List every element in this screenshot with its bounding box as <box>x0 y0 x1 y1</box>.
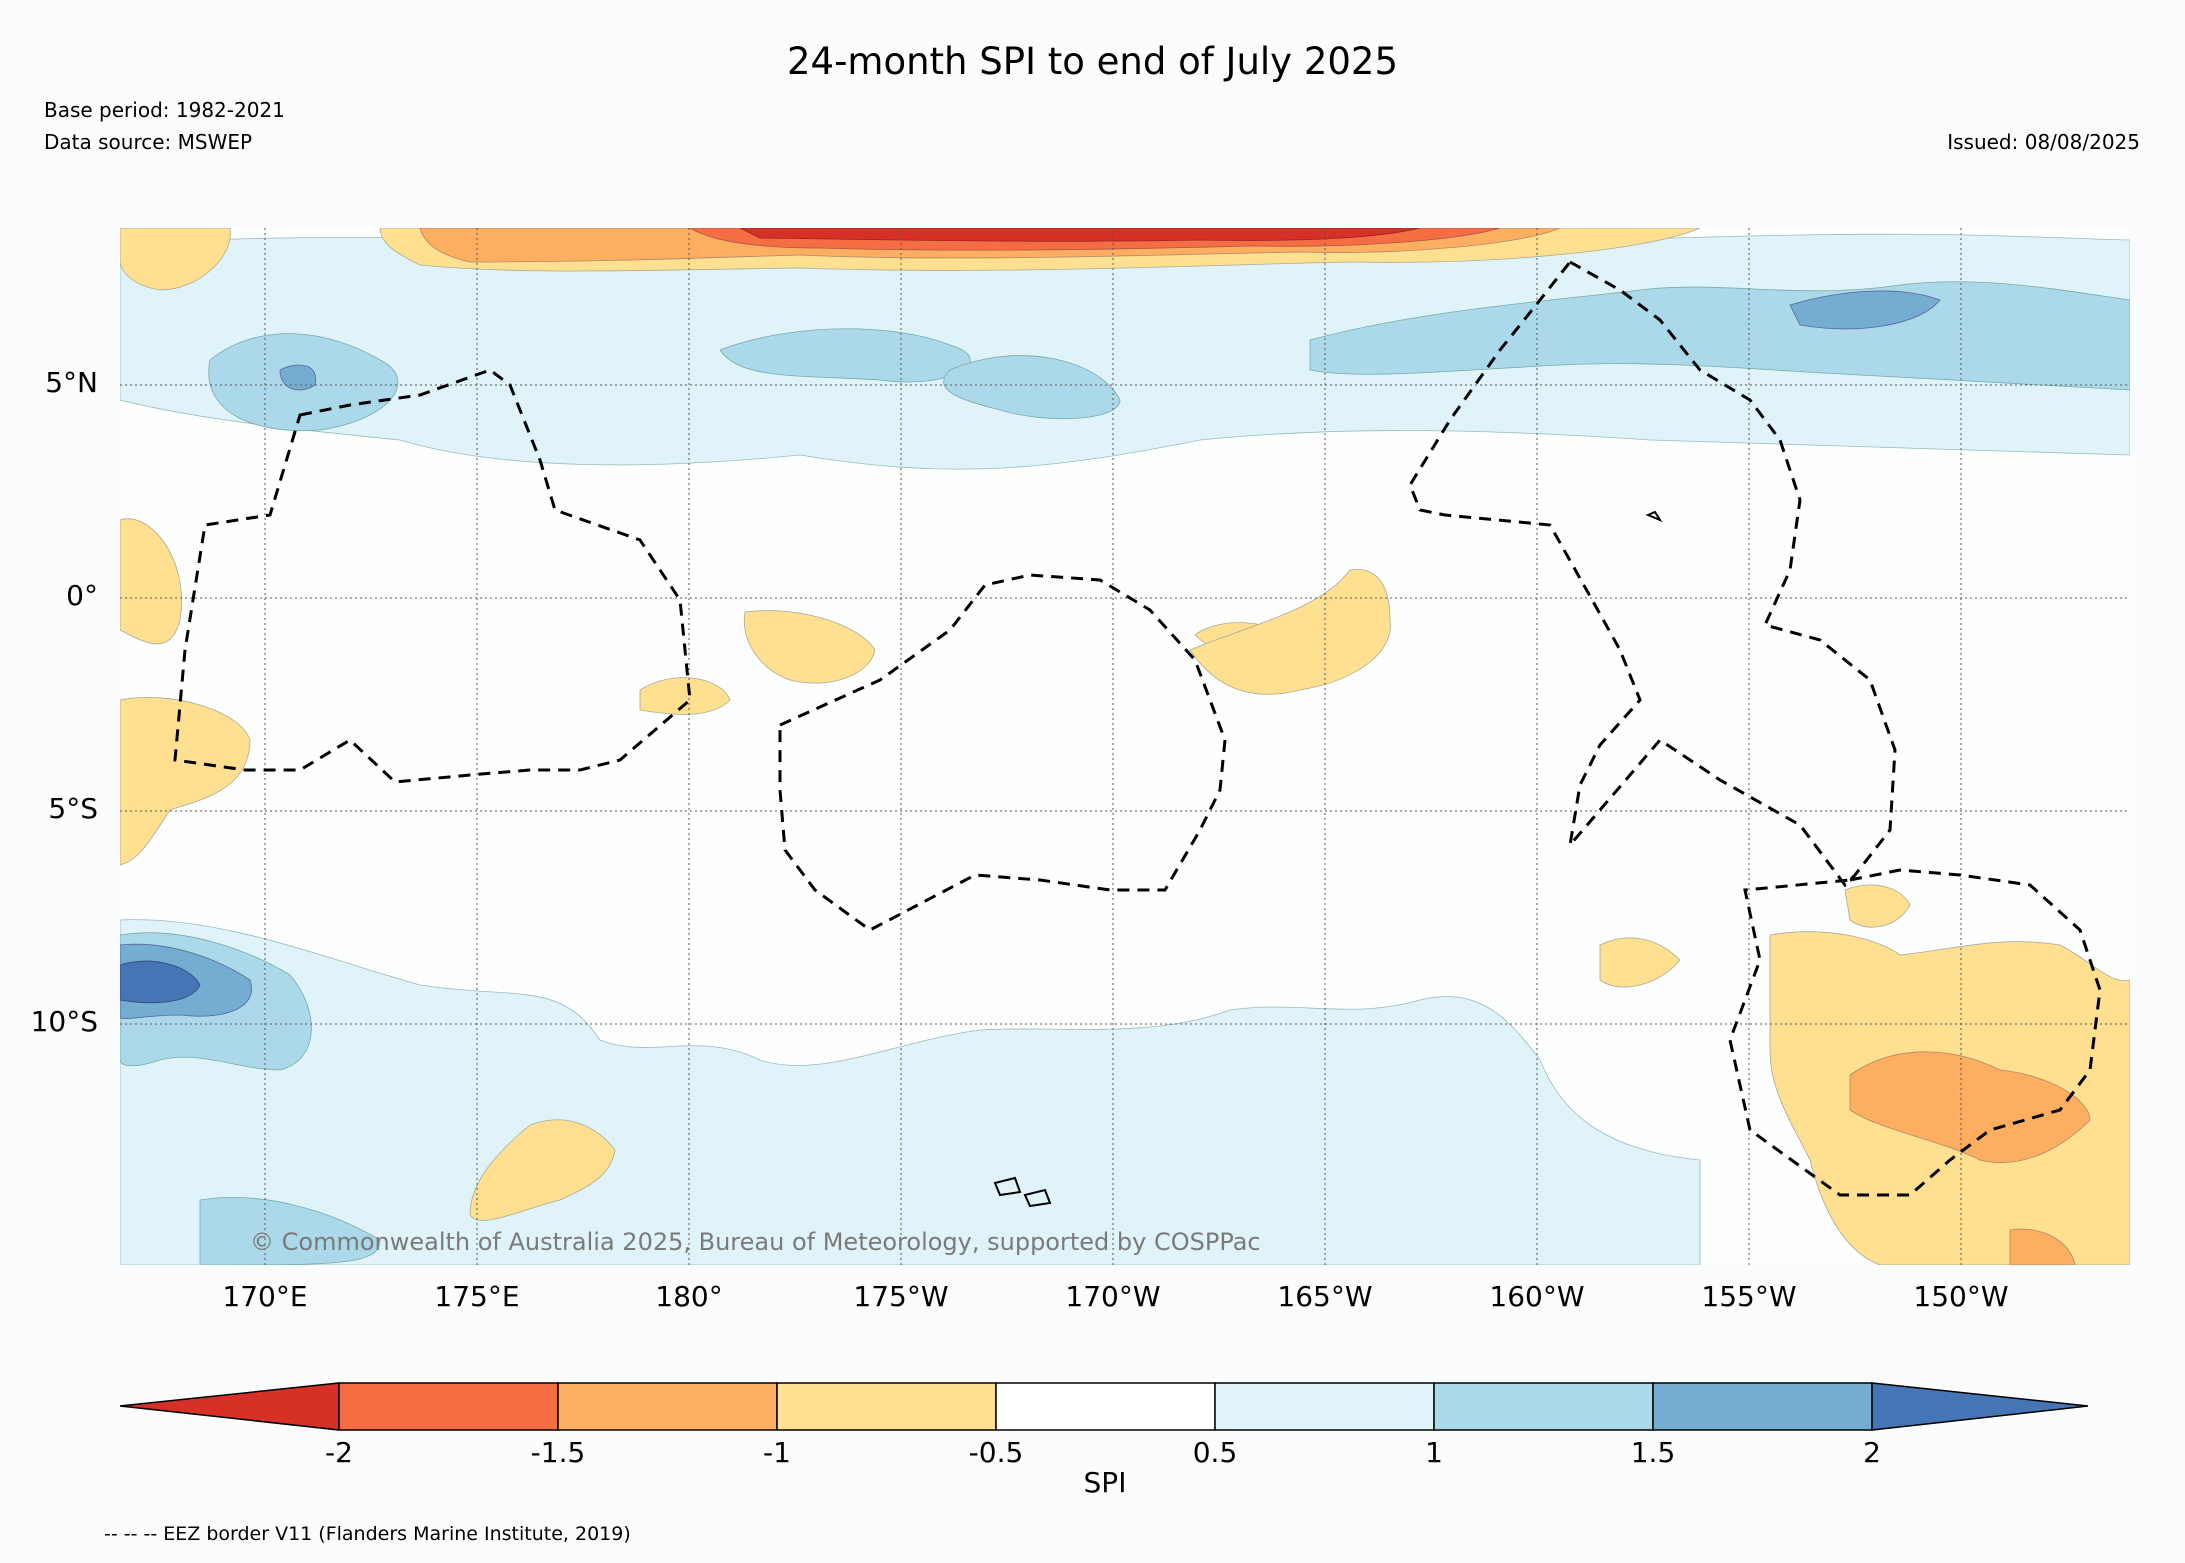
colorbar-segment <box>1433 1382 1654 1431</box>
colorbar-tick-label: -2 <box>325 1436 353 1469</box>
colorbar-tick-label: 1 <box>1425 1436 1443 1469</box>
spi-region-north-wet-core-5 <box>1789 290 1941 330</box>
gridlines <box>120 228 2130 1265</box>
island-outline <box>993 1176 1022 1197</box>
spi-region-central-dry-patch-2 <box>639 677 731 715</box>
colorbar-tick-label: 2 <box>1863 1436 1881 1469</box>
spi-region-nw-dry-patch <box>120 228 231 291</box>
spi-region-south-wet-core-2 <box>199 1197 381 1265</box>
spi-region-north-dry-extreme <box>739 228 1421 242</box>
colorbar-extend-low <box>119 1382 340 1431</box>
spi-region-central-dry-patch-1 <box>743 610 876 684</box>
spi-region-west-dry-patch-2 <box>120 697 251 866</box>
spi-region-southwest-wet-extreme <box>120 960 201 1004</box>
lon-label: 160°W <box>1489 1280 1585 1313</box>
lon-label: 150°W <box>1913 1280 2009 1313</box>
lon-label: 180° <box>655 1280 723 1313</box>
colorbar-tick-label: -1 <box>763 1436 791 1469</box>
colorbar <box>119 1382 2089 1431</box>
island-outlines <box>993 510 1663 1208</box>
base-period-text: Base period: 1982-2021 <box>44 98 285 122</box>
colorbar-segment <box>995 1382 1216 1431</box>
copyright-notice: © Commonwealth of Australia 2025, Bureau… <box>250 1228 1261 1256</box>
colorbar-tick-label: 0.5 <box>1192 1436 1238 1469</box>
colorbar-tick-label: -0.5 <box>968 1436 1024 1469</box>
issued-date-text: Issued: 08/08/2025 <box>1947 130 2140 154</box>
island-outline <box>1645 510 1663 523</box>
eez-border-line-islands-south <box>1728 868 2102 1197</box>
spi-region-southeast-dry-severe <box>2009 1228 2076 1265</box>
lon-label: 155°W <box>1701 1280 1797 1313</box>
spi-region-southeast-dry-patch-2 <box>1599 937 1681 988</box>
colorbar-segment <box>338 1382 559 1431</box>
spi-region-south-dry-patch-1 <box>469 1119 616 1221</box>
colorbar-extend-high <box>1871 1382 2089 1431</box>
lat-label: 0° <box>66 579 98 612</box>
lat-label: 5°N <box>45 366 98 399</box>
spi-region-central-dry-patch-4 <box>1189 568 1391 695</box>
spi-region-west-dry-patch <box>120 518 182 645</box>
spi-region-north-wet-core-3 <box>943 355 1121 420</box>
eez-border-kiribati-gilberts <box>173 368 692 784</box>
colorbar-segment <box>776 1382 997 1431</box>
spi-region-southeast-dry-core <box>1849 1051 2091 1163</box>
colorbar-title: SPI <box>1083 1466 1127 1499</box>
colorbar-segment <box>557 1382 778 1431</box>
colorbar-segment <box>1214 1382 1435 1431</box>
island-outline <box>1023 1188 1052 1208</box>
colorbar-tick-label: 1.5 <box>1630 1436 1676 1469</box>
lon-label: 175°W <box>853 1280 949 1313</box>
colorbar-segment <box>1652 1382 1873 1431</box>
spi-region-southeast-dry-patch-3 <box>1844 884 1911 928</box>
lat-label: 5°S <box>48 792 98 825</box>
lat-label: 10°S <box>30 1005 98 1038</box>
lon-label: 175°E <box>434 1280 520 1313</box>
colorbar-tick-label: -1.5 <box>530 1436 586 1469</box>
eez-border-phoenix <box>778 573 1227 932</box>
eez-borders <box>173 260 2102 1197</box>
lon-label: 165°W <box>1277 1280 1373 1313</box>
map-area: © Commonwealth of Australia 2025, Bureau… <box>120 228 2130 1265</box>
data-source-text: Data source: MSWEP <box>44 130 253 154</box>
map-title: 24-month SPI to end of July 2025 <box>786 40 1398 83</box>
lon-label: 170°E <box>222 1280 308 1313</box>
eez-footnote: -- -- -- EEZ border V11 (Flanders Marine… <box>104 1523 631 1545</box>
eez-border-line-islands-north <box>1408 260 1897 888</box>
lon-label: 170°W <box>1065 1280 1161 1313</box>
